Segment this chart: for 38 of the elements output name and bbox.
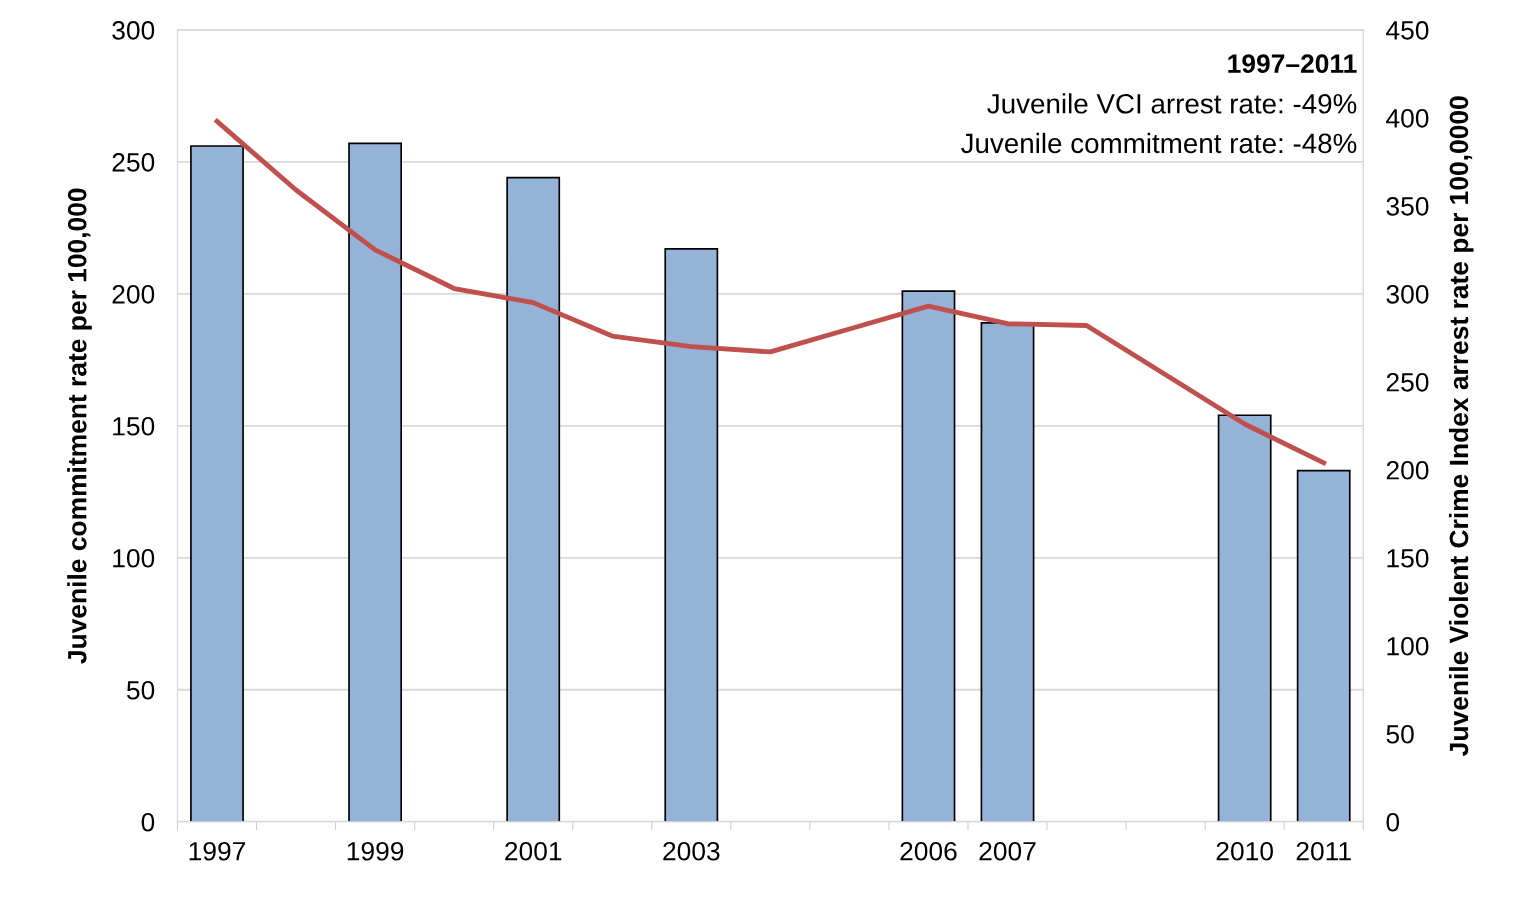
y2-tick-label: 50 xyxy=(1386,724,1414,744)
x-tick-label: 2011 xyxy=(1296,841,1351,861)
x-tick-label: 2003 xyxy=(663,841,720,861)
y2-tick-label: 100 xyxy=(1387,636,1429,656)
annotation: 1997–2011 xyxy=(1228,54,1357,73)
bar xyxy=(901,290,956,822)
y2-tick-label: 150 xyxy=(1387,548,1429,568)
y-axis-title: Juvenile commitment rate per 100,000 xyxy=(67,188,92,664)
y-tick-label: 200 xyxy=(112,284,155,304)
y-tick-label: 50 xyxy=(126,680,155,700)
annotation: Juvenile VCI arrest rate: -49% xyxy=(987,93,1357,114)
y2-tick-label: 450 xyxy=(1386,21,1429,40)
y2-axis-title: Juvenile Violent Crime Index arrest rate per 100,0000 xyxy=(1448,96,1474,756)
y-tick-label: 250 xyxy=(112,152,155,172)
x-tick-label: 2006 xyxy=(900,841,957,861)
x-tick-label: 2001 xyxy=(505,841,562,861)
y2-tick-label: 300 xyxy=(1386,284,1429,304)
bar xyxy=(980,322,1035,822)
bar xyxy=(1217,414,1272,822)
y2-tick-label: 350 xyxy=(1386,196,1429,216)
bar xyxy=(506,176,561,822)
x-tick-label: 1997 xyxy=(189,841,246,861)
annotation: Juvenile commitment rate: -48% xyxy=(961,132,1357,154)
y2-tick-label: 400 xyxy=(1386,108,1429,128)
y-tick-label: 100 xyxy=(113,548,155,568)
y2-tick-label: 250 xyxy=(1386,372,1429,392)
x-tick-label: 1999 xyxy=(347,841,404,861)
bar xyxy=(190,145,244,822)
bar xyxy=(348,142,403,822)
x-tick-label: 2007 xyxy=(979,841,1036,861)
y-tick-label: 0 xyxy=(141,812,155,832)
y2-tick-label: 200 xyxy=(1386,460,1429,480)
bar xyxy=(664,248,719,822)
y2-tick-label: 0 xyxy=(1386,812,1400,832)
y-tick-label: 300 xyxy=(112,21,155,40)
bar xyxy=(1296,469,1351,822)
x-tick-label: 2010 xyxy=(1216,841,1273,861)
y-tick-label: 150 xyxy=(113,416,155,436)
